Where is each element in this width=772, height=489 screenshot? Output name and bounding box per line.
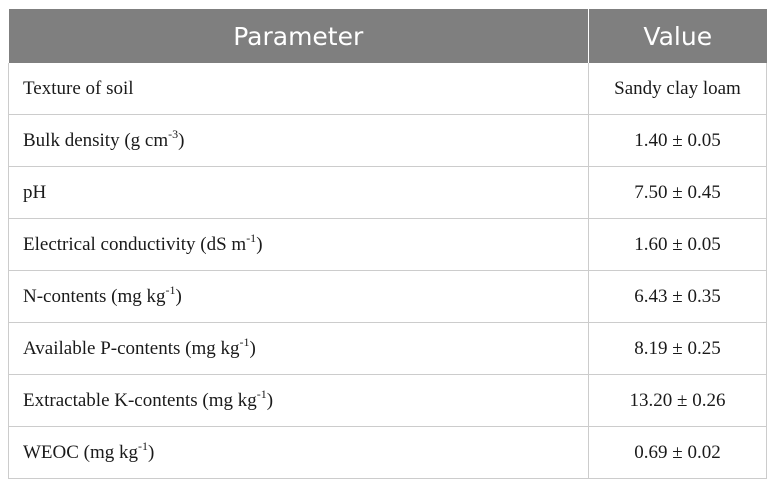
value-cell: 1.40 ± 0.05	[588, 114, 767, 167]
table-row: Available P-contents (mg kg-1) 8.19 ± 0.…	[8, 322, 767, 375]
parameter-cell: Available P-contents (mg kg-1)	[8, 322, 589, 375]
parameter-cell: Bulk density (g cm-3)	[8, 114, 589, 167]
parameter-label: Available P-contents (mg kg	[23, 337, 240, 359]
table-row: WEOC (mg kg-1) 0.69 ± 0.02	[8, 426, 767, 479]
header-value: Value	[588, 9, 767, 63]
table-row: Bulk density (g cm-3) 1.40 ± 0.05	[8, 114, 767, 167]
parameter-cell: pH	[8, 166, 589, 219]
parameter-label: pH	[23, 181, 47, 203]
unit-exponent: -1	[165, 282, 176, 297]
unit-exponent: -3	[168, 126, 179, 141]
table-body: Texture of soil Sandy clay loam Bulk den…	[8, 63, 767, 479]
unit-close: )	[175, 285, 182, 307]
soil-properties-table: Parameter Value Texture of soil Sandy cl…	[8, 9, 767, 479]
unit-close: )	[266, 389, 274, 411]
parameter-cell: Electrical conductivity (dS m-1)	[8, 218, 589, 271]
parameter-label: Bulk density (g cm	[23, 129, 169, 151]
table-row: Texture of soil Sandy clay loam	[8, 63, 767, 115]
value-cell: 0.69 ± 0.02	[588, 426, 767, 479]
table-row: pH 7.50 ± 0.45	[8, 166, 767, 219]
unit-exponent: -1	[256, 386, 267, 401]
unit-close: )	[249, 337, 256, 359]
soil-properties-table-container: Parameter Value Texture of soil Sandy cl…	[8, 9, 767, 479]
parameter-label: N-contents (mg kg	[23, 285, 166, 307]
parameter-cell: N-contents (mg kg-1)	[8, 270, 589, 323]
table-row: Electrical conductivity (dS m-1) 1.60 ± …	[8, 218, 767, 271]
parameter-label: Electrical conductivity (dS m	[23, 233, 247, 255]
unit-exponent: -1	[246, 230, 257, 245]
value-cell: 8.19 ± 0.25	[588, 322, 767, 375]
value-cell: 6.43 ± 0.35	[588, 270, 767, 323]
unit-close: )	[148, 441, 155, 463]
header-row: Parameter Value	[8, 9, 767, 63]
unit-exponent: -1	[138, 438, 149, 453]
parameter-label: Extractable K-contents (mg kg	[23, 389, 257, 411]
unit-close: )	[178, 129, 185, 151]
value-cell: 1.60 ± 0.05	[588, 218, 767, 271]
value-cell: 7.50 ± 0.45	[588, 166, 767, 219]
table-row: Extractable K-contents (mg kg-1) 13.20 ±…	[8, 374, 767, 427]
parameter-label: WEOC (mg kg	[23, 441, 139, 463]
unit-exponent: -1	[239, 334, 250, 349]
table-row: N-contents (mg kg-1) 6.43 ± 0.35	[8, 270, 767, 323]
parameter-cell: WEOC (mg kg-1)	[8, 426, 589, 479]
parameter-label: Texture of soil	[23, 77, 134, 99]
value-cell: Sandy clay loam	[588, 63, 767, 115]
header-parameter: Parameter	[8, 9, 589, 63]
parameter-cell: Texture of soil	[8, 63, 589, 115]
unit-close: )	[256, 233, 263, 255]
table-header: Parameter Value	[8, 9, 767, 63]
parameter-cell: Extractable K-contents (mg kg-1)	[8, 374, 589, 427]
value-cell: 13.20 ± 0.26	[588, 374, 767, 427]
